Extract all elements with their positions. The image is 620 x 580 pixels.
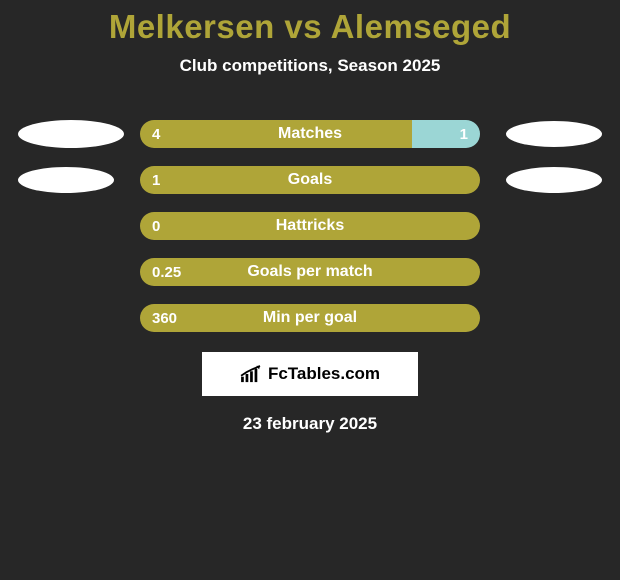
left-side bbox=[10, 120, 140, 148]
stat-label: Goals per match bbox=[140, 258, 480, 286]
right-side bbox=[480, 121, 610, 147]
stat-row: 1 Goals bbox=[0, 166, 620, 194]
page-title: Melkersen vs Alemseged bbox=[0, 0, 620, 46]
stat-bar: 0.25 Goals per match bbox=[140, 258, 480, 286]
stat-row: 0 Hattricks bbox=[0, 212, 620, 240]
stat-bar: 4 Matches 1 bbox=[140, 120, 480, 148]
stat-label: Hattricks bbox=[140, 212, 480, 240]
brand-link[interactable]: FcTables.com bbox=[202, 352, 418, 396]
stat-value-right: 1 bbox=[460, 120, 468, 148]
left-side bbox=[10, 167, 140, 193]
stat-label: Min per goal bbox=[140, 304, 480, 332]
stat-label: Matches bbox=[140, 120, 480, 148]
brand-text: FcTables.com bbox=[268, 364, 380, 384]
page-subtitle: Club competitions, Season 2025 bbox=[0, 56, 620, 76]
stat-bar: 0 Hattricks bbox=[140, 212, 480, 240]
stat-bar: 360 Min per goal bbox=[140, 304, 480, 332]
stat-label: Goals bbox=[140, 166, 480, 194]
stat-row: 4 Matches 1 bbox=[0, 120, 620, 148]
stat-row: 0.25 Goals per match bbox=[0, 258, 620, 286]
player-ellipse-right bbox=[506, 167, 602, 193]
chart-up-icon bbox=[240, 365, 262, 383]
date-text: 23 february 2025 bbox=[0, 414, 620, 434]
player-ellipse-left bbox=[18, 167, 114, 193]
comparison-rows: 4 Matches 1 1 Goals bbox=[0, 120, 620, 332]
player-ellipse-right bbox=[506, 121, 602, 147]
player-ellipse-left bbox=[18, 120, 124, 148]
right-side bbox=[480, 167, 610, 193]
stat-row: 360 Min per goal bbox=[0, 304, 620, 332]
stat-bar: 1 Goals bbox=[140, 166, 480, 194]
page-root: Melkersen vs Alemseged Club competitions… bbox=[0, 0, 620, 580]
